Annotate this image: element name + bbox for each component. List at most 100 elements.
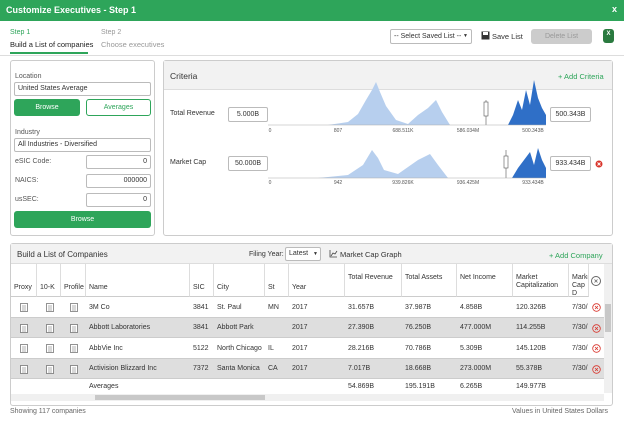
excel-button[interactable]: X bbox=[603, 29, 614, 43]
step-description[interactable]: Build a List of companies bbox=[10, 40, 94, 49]
scrollbar bbox=[11, 394, 604, 401]
save-button[interactable]: Save List bbox=[492, 32, 523, 41]
scroll-thumb[interactable] bbox=[95, 395, 265, 400]
remove-icon[interactable] bbox=[595, 160, 603, 168]
select-text: Latest bbox=[289, 250, 309, 257]
averages-button[interactable]: Averages bbox=[86, 99, 151, 116]
axis-label: 0 bbox=[268, 180, 272, 186]
table-cell: 5.309B bbox=[460, 345, 483, 352]
code-input[interactable]: 0 bbox=[86, 155, 151, 169]
min-input[interactable]: 50.000B bbox=[228, 156, 268, 171]
add-company[interactable]: + Add Company bbox=[549, 251, 603, 260]
table-row[interactable] bbox=[11, 297, 612, 318]
document-icon[interactable] bbox=[20, 365, 28, 376]
column-header[interactable]: Market Cap D bbox=[569, 264, 589, 297]
table-cell: 120.326B bbox=[516, 304, 546, 311]
field-label: usSEC: bbox=[15, 196, 39, 203]
table-cell: 27.390B bbox=[348, 324, 375, 331]
browse-button[interactable]: Browse bbox=[14, 211, 151, 228]
industry-input[interactable]: All Industries - Diversified bbox=[14, 138, 151, 152]
close-button[interactable]: x bbox=[612, 4, 618, 14]
axis-label: 936.425M bbox=[456, 180, 480, 186]
document-icon[interactable] bbox=[46, 344, 54, 355]
document-icon[interactable] bbox=[46, 365, 54, 376]
doc-glyph bbox=[20, 303, 28, 312]
table-cell: AbbVie Inc bbox=[89, 345, 123, 352]
remove-row-icon[interactable] bbox=[592, 365, 601, 376]
table-row[interactable] bbox=[11, 318, 612, 338]
document-icon[interactable] bbox=[46, 303, 54, 314]
remove-row-icon[interactable] bbox=[592, 303, 601, 314]
saved-list-select[interactable]: -- Select Saved List -- ▼ bbox=[390, 29, 472, 44]
field-label: Location bbox=[15, 73, 42, 80]
step-label[interactable]: Step 2 bbox=[101, 29, 122, 36]
table-cell: 7/30/ bbox=[572, 304, 588, 311]
location-input[interactable]: United States Average bbox=[14, 82, 151, 96]
max-input[interactable]: 933.434B bbox=[550, 156, 591, 171]
code-input[interactable]: 000000 bbox=[86, 174, 151, 188]
caret: ▼ bbox=[463, 33, 468, 39]
step-description[interactable]: Choose executives bbox=[101, 40, 165, 49]
column-header[interactable]: Total Assets bbox=[402, 264, 457, 297]
min-input[interactable]: 5.000B bbox=[228, 107, 268, 122]
document-icon[interactable] bbox=[20, 344, 28, 355]
graph-button[interactable]: Market Cap Graph bbox=[340, 250, 402, 259]
document-icon[interactable] bbox=[20, 303, 28, 314]
table-row[interactable] bbox=[11, 359, 612, 379]
column-header[interactable]: Net Income bbox=[457, 264, 513, 297]
scroll-thumb[interactable] bbox=[605, 304, 611, 332]
column-header[interactable]: Market Capitalization bbox=[513, 264, 569, 297]
column-header[interactable]: Name bbox=[86, 264, 190, 297]
table-cell: 31.657B bbox=[348, 304, 375, 311]
remove-row-icon[interactable] bbox=[592, 344, 601, 355]
histogram bbox=[268, 148, 546, 179]
document-icon[interactable] bbox=[70, 324, 78, 335]
column-header[interactable]: Total Revenue bbox=[345, 264, 402, 297]
table-cell: 3841 bbox=[193, 324, 209, 331]
table-cell: 3841 bbox=[193, 304, 209, 311]
title: Customize Executives - Step 1 bbox=[6, 5, 137, 15]
average-cell: 149.977B bbox=[516, 383, 546, 390]
panel-title: Criteria bbox=[170, 71, 198, 81]
remove-all-icon[interactable] bbox=[591, 276, 601, 286]
column-header[interactable]: 10-K bbox=[37, 264, 61, 297]
table-row[interactable] bbox=[11, 338, 612, 359]
doc-glyph bbox=[46, 365, 54, 374]
document-icon[interactable] bbox=[70, 303, 78, 314]
doc-glyph bbox=[20, 324, 28, 333]
divider bbox=[0, 55, 624, 56]
max-input[interactable]: 500.343B bbox=[550, 107, 591, 122]
column-header[interactable]: St bbox=[265, 264, 289, 297]
column-header[interactable]: SIC bbox=[190, 264, 214, 297]
table-cell: Abbott Park bbox=[217, 324, 254, 331]
browse-button[interactable]: Browse bbox=[14, 99, 80, 116]
company-table: Proxy 10-K Profile Name SIC City St Year Total R… bbox=[11, 264, 612, 393]
table-cell: 2017 bbox=[292, 365, 308, 372]
document-icon[interactable] bbox=[20, 324, 28, 335]
table-cell: St. Paul bbox=[217, 304, 242, 311]
company-count: Showing 117 companies bbox=[10, 408, 86, 415]
document-icon[interactable] bbox=[46, 324, 54, 335]
code-input[interactable]: 0 bbox=[86, 193, 151, 207]
table-cell: 5122 bbox=[193, 345, 209, 352]
column-header[interactable]: Year bbox=[289, 264, 345, 297]
axis-label: 688.511K bbox=[392, 128, 414, 134]
add-criteria[interactable]: + Add Criteria bbox=[558, 72, 604, 81]
axis-label: 0 bbox=[268, 128, 272, 134]
table-cell: 2017 bbox=[292, 345, 308, 352]
average-cell: 195.191B bbox=[405, 383, 435, 390]
step-label[interactable]: Step 1 bbox=[10, 29, 31, 36]
column-header[interactable]: City bbox=[214, 264, 265, 297]
document-icon[interactable] bbox=[70, 344, 78, 355]
doc-glyph bbox=[70, 303, 78, 312]
table-cell: 7.017B bbox=[348, 365, 371, 372]
axis-label: 942 bbox=[333, 180, 343, 186]
remove-row-icon[interactable] bbox=[592, 324, 601, 335]
table-cell: 7372 bbox=[193, 365, 209, 372]
column-header[interactable]: Proxy bbox=[11, 264, 37, 297]
table-cell: 7/30/ bbox=[572, 365, 588, 372]
filing-year-select[interactable]: Latest ▼ bbox=[285, 247, 321, 261]
column-header[interactable]: Profile bbox=[61, 264, 86, 297]
field-label: Industry bbox=[15, 129, 40, 136]
document-icon[interactable] bbox=[70, 365, 78, 376]
